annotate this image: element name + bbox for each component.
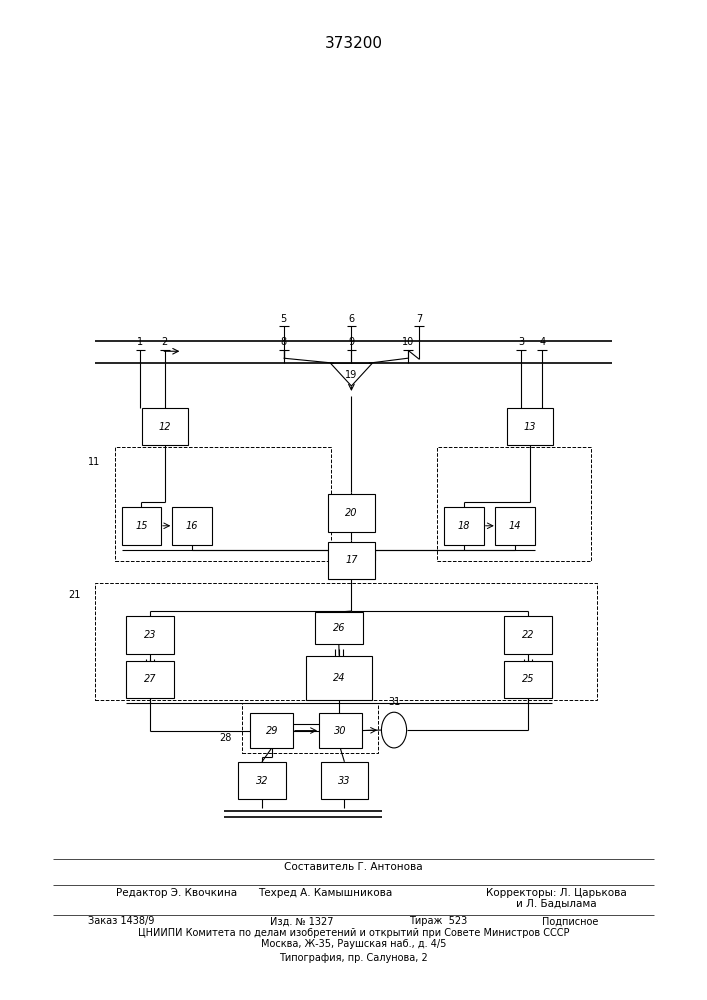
Text: 16: 16 — [185, 521, 198, 531]
Text: Москва, Ж-35, Раушская наб., д. 4/5: Москва, Ж-35, Раушская наб., д. 4/5 — [261, 939, 446, 949]
Text: 17: 17 — [345, 555, 358, 565]
Text: 373200: 373200 — [325, 36, 382, 51]
Text: 33: 33 — [338, 776, 351, 786]
Text: 9: 9 — [349, 337, 354, 347]
Bar — [315, 612, 363, 644]
Text: 6: 6 — [349, 314, 354, 324]
Bar — [444, 507, 484, 545]
Text: 27: 27 — [144, 674, 156, 684]
Text: Редактор Э. Квочкина: Редактор Э. Квочкина — [116, 888, 237, 898]
Bar — [327, 494, 375, 532]
Text: 18: 18 — [458, 521, 470, 531]
Text: 23: 23 — [144, 630, 156, 640]
Bar — [438, 447, 591, 561]
Text: 7: 7 — [416, 314, 422, 324]
Text: 31: 31 — [388, 697, 400, 707]
Bar — [250, 713, 293, 748]
Text: 14: 14 — [509, 521, 522, 531]
Bar — [115, 447, 331, 561]
Text: Составитель Г. Антонова: Составитель Г. Антонова — [284, 862, 423, 872]
Text: 13: 13 — [524, 422, 537, 432]
Text: 26: 26 — [332, 623, 345, 633]
Text: 20: 20 — [345, 508, 358, 518]
Bar — [142, 408, 188, 445]
Text: 5: 5 — [281, 314, 287, 324]
Text: 32: 32 — [256, 776, 268, 786]
Text: Тираж  523: Тираж 523 — [409, 916, 467, 926]
Text: Типография, пр. Салунова, 2: Типография, пр. Салунова, 2 — [279, 953, 428, 963]
Bar — [127, 616, 174, 654]
Bar — [504, 661, 552, 698]
Bar — [242, 703, 378, 753]
Bar — [504, 616, 552, 654]
Bar — [122, 507, 161, 545]
Text: 12: 12 — [158, 422, 171, 432]
Bar — [306, 656, 373, 700]
Text: 3: 3 — [518, 337, 525, 347]
Text: 19: 19 — [345, 370, 358, 380]
Text: 11: 11 — [88, 457, 100, 467]
Text: ЦНИИПИ Комитета по делам изобретений и открытий при Совете Министров СССР: ЦНИИПИ Комитета по делам изобретений и о… — [138, 928, 569, 938]
Bar — [327, 542, 375, 579]
Text: 25: 25 — [522, 674, 534, 684]
Text: 29: 29 — [266, 726, 278, 736]
Bar — [507, 408, 554, 445]
Text: 8: 8 — [281, 337, 287, 347]
Text: 1: 1 — [137, 337, 144, 347]
Text: 21: 21 — [69, 590, 81, 600]
Bar — [238, 762, 286, 799]
Text: Подписное: Подписное — [542, 916, 599, 926]
Text: 28: 28 — [219, 733, 231, 743]
Bar — [496, 507, 535, 545]
Text: 30: 30 — [334, 726, 346, 736]
Text: Техред А. Камышникова: Техред А. Камышникова — [259, 888, 392, 898]
Text: Изд. № 1327: Изд. № 1327 — [269, 916, 333, 926]
Bar — [321, 762, 368, 799]
Text: Заказ 1438/9: Заказ 1438/9 — [88, 916, 154, 926]
Text: 4: 4 — [539, 337, 545, 347]
Bar — [172, 507, 211, 545]
Text: 2: 2 — [162, 337, 168, 347]
Text: 15: 15 — [135, 521, 148, 531]
Bar — [127, 661, 174, 698]
Text: и Л. Бадылама: и Л. Бадылама — [516, 899, 597, 909]
Text: 10: 10 — [402, 337, 414, 347]
Text: 24: 24 — [333, 673, 346, 683]
Text: 22: 22 — [522, 630, 534, 640]
Text: Корректоры: Л. Царькова: Корректоры: Л. Царькова — [486, 888, 626, 898]
Bar — [95, 583, 597, 700]
Bar — [319, 713, 362, 748]
